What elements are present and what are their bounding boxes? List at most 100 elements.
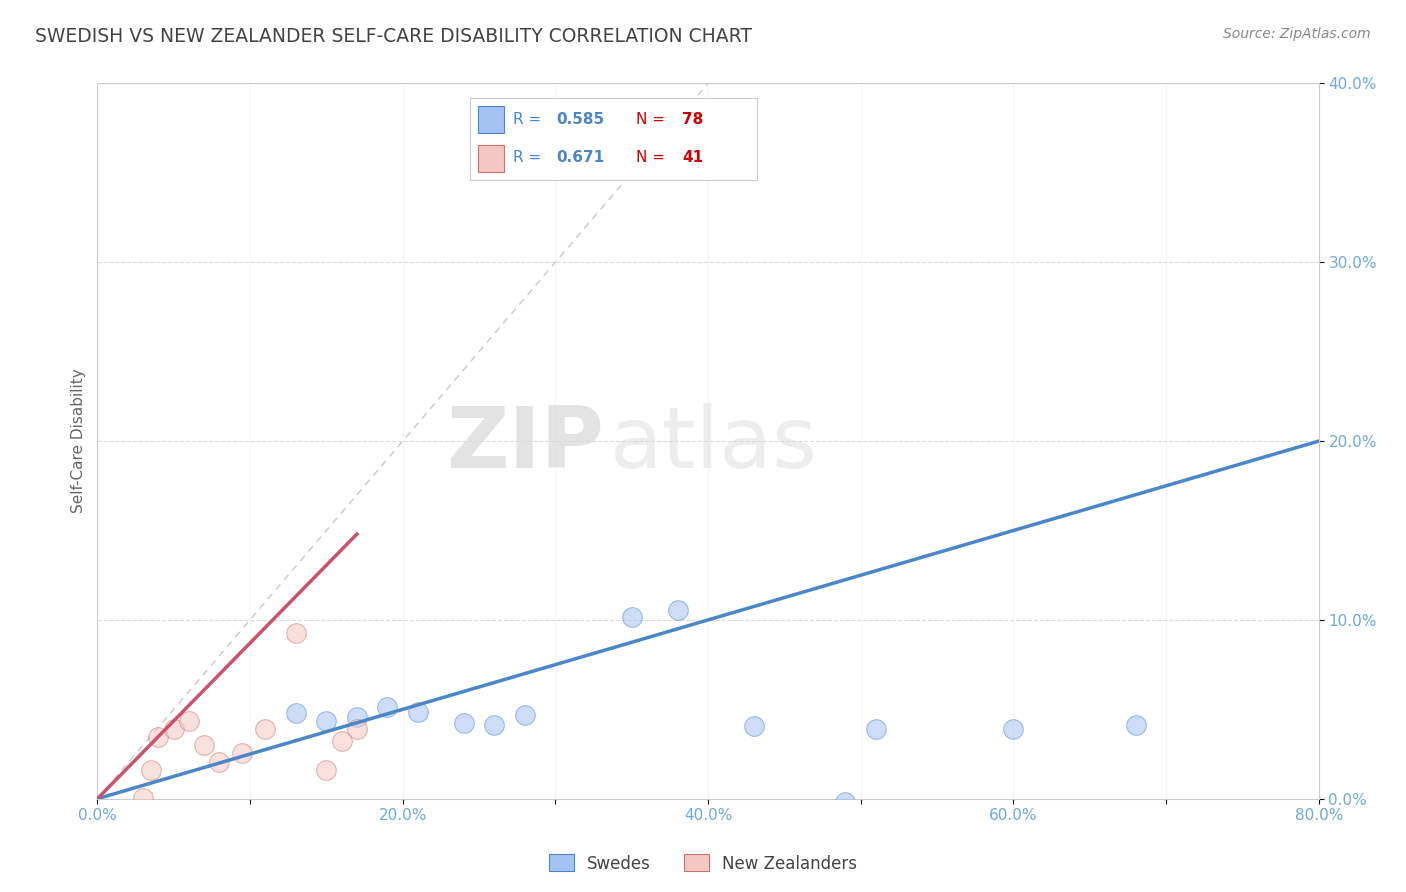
Point bbox=[101, 788, 124, 802]
Point bbox=[1125, 515, 1147, 529]
Point bbox=[315, 613, 337, 627]
Point bbox=[87, 789, 110, 804]
Point bbox=[111, 786, 134, 800]
Point bbox=[90, 786, 112, 800]
Point bbox=[201, 773, 224, 788]
Point bbox=[90, 786, 112, 800]
Point bbox=[89, 786, 111, 800]
Point bbox=[128, 782, 150, 797]
Point bbox=[89, 786, 111, 800]
Point bbox=[87, 788, 110, 802]
Point bbox=[159, 779, 181, 793]
Point bbox=[139, 780, 162, 795]
Point bbox=[87, 786, 110, 800]
Point bbox=[346, 497, 368, 511]
Point bbox=[93, 788, 115, 802]
Point bbox=[87, 788, 110, 802]
Point bbox=[89, 789, 111, 804]
Point bbox=[105, 788, 128, 802]
Point bbox=[97, 789, 120, 804]
Text: SWEDISH VS NEW ZEALANDER SELF-CARE DISABILITY CORRELATION CHART: SWEDISH VS NEW ZEALANDER SELF-CARE DISAB… bbox=[35, 27, 752, 45]
Point bbox=[124, 702, 146, 716]
Point bbox=[110, 786, 132, 800]
Point bbox=[93, 789, 115, 804]
Point bbox=[120, 784, 142, 798]
Point bbox=[163, 524, 186, 538]
Point bbox=[104, 788, 127, 802]
Point bbox=[103, 788, 125, 802]
Point bbox=[124, 782, 146, 797]
Point bbox=[103, 788, 125, 802]
Point bbox=[96, 788, 118, 802]
Point bbox=[96, 789, 118, 804]
Point bbox=[254, 524, 277, 538]
Point bbox=[89, 789, 111, 804]
Point bbox=[239, 768, 262, 782]
Point bbox=[96, 788, 118, 802]
Point bbox=[453, 509, 475, 524]
Text: Source: ZipAtlas.com: Source: ZipAtlas.com bbox=[1223, 27, 1371, 41]
Point bbox=[132, 782, 155, 797]
Point bbox=[177, 775, 200, 789]
Point bbox=[163, 777, 186, 791]
Point bbox=[107, 786, 129, 800]
Point bbox=[94, 789, 117, 804]
Point bbox=[112, 786, 135, 800]
Point bbox=[135, 782, 157, 797]
Point bbox=[117, 784, 139, 798]
Point bbox=[98, 788, 121, 802]
Point bbox=[1002, 524, 1025, 538]
Point bbox=[208, 772, 231, 786]
Point bbox=[254, 764, 277, 779]
Point bbox=[186, 775, 208, 789]
Point bbox=[193, 773, 215, 788]
Point bbox=[101, 788, 124, 802]
Point bbox=[284, 309, 307, 323]
Point bbox=[97, 788, 120, 802]
Point bbox=[284, 488, 307, 502]
Point bbox=[742, 516, 765, 531]
Point bbox=[94, 788, 117, 802]
Point bbox=[115, 784, 138, 798]
Point bbox=[148, 541, 170, 556]
Point bbox=[100, 789, 122, 804]
Point bbox=[114, 786, 136, 800]
Point bbox=[87, 789, 110, 804]
Point bbox=[90, 789, 112, 804]
Text: ZIP: ZIP bbox=[447, 403, 605, 486]
Point bbox=[865, 524, 887, 538]
Point bbox=[90, 788, 112, 802]
Point bbox=[155, 779, 177, 793]
Point bbox=[90, 784, 112, 798]
Point bbox=[101, 789, 124, 804]
Point bbox=[111, 786, 134, 800]
Point bbox=[107, 786, 129, 800]
Point bbox=[208, 595, 231, 609]
Point bbox=[98, 788, 121, 802]
Point bbox=[87, 789, 110, 804]
Point bbox=[94, 786, 117, 800]
Point bbox=[170, 777, 193, 791]
Point bbox=[315, 506, 337, 520]
Point bbox=[104, 788, 127, 802]
Point bbox=[93, 788, 115, 802]
Point bbox=[89, 784, 111, 798]
Point bbox=[117, 784, 139, 798]
Point bbox=[142, 780, 165, 795]
Point bbox=[87, 788, 110, 802]
Point bbox=[377, 474, 399, 488]
Point bbox=[666, 259, 689, 273]
Point bbox=[98, 789, 121, 804]
Point bbox=[177, 506, 200, 520]
Point bbox=[1063, 720, 1085, 734]
Y-axis label: Self-Care Disability: Self-Care Disability bbox=[72, 368, 86, 514]
Point bbox=[346, 524, 368, 538]
Point bbox=[100, 789, 122, 804]
Point bbox=[94, 789, 117, 804]
Point bbox=[330, 550, 353, 565]
Point bbox=[148, 780, 170, 795]
Point bbox=[100, 788, 122, 802]
Point bbox=[513, 491, 536, 506]
Point bbox=[87, 786, 110, 800]
Point bbox=[193, 559, 215, 574]
